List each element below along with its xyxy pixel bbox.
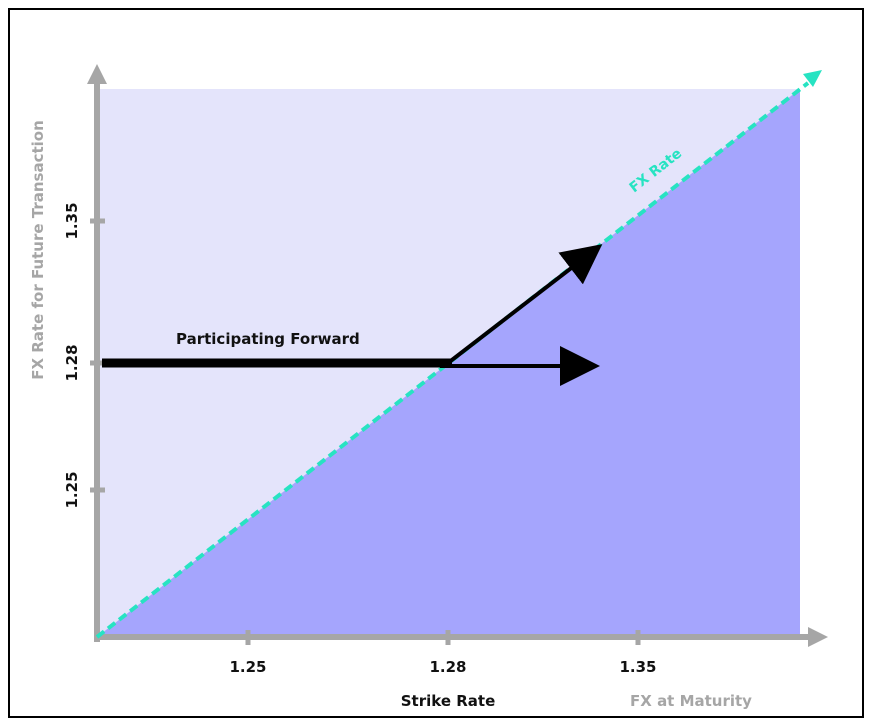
strategy-upside-arrow <box>446 244 603 365</box>
y-axis-title: FX Rate for Future Transaction <box>29 120 47 380</box>
strategy-label: Participating Forward <box>176 330 360 348</box>
y-tick-label-2: 1.28 <box>63 344 81 381</box>
x-tick-label-1: 1.25 <box>229 658 266 676</box>
x-axis-title: FX at Maturity <box>630 692 752 710</box>
y-tick-label-3: 1.25 <box>63 471 81 508</box>
y-axis-arrowhead <box>87 64 107 84</box>
strike-rate-label: Strike Rate <box>401 692 496 710</box>
fx-rate-arrowhead <box>803 70 822 87</box>
y-tick-label-1: 1.35 <box>63 202 81 239</box>
x-axis-arrowhead <box>808 627 828 647</box>
x-tick-label-2: 1.28 <box>429 658 466 676</box>
x-tick-label-3: 1.35 <box>619 658 656 676</box>
